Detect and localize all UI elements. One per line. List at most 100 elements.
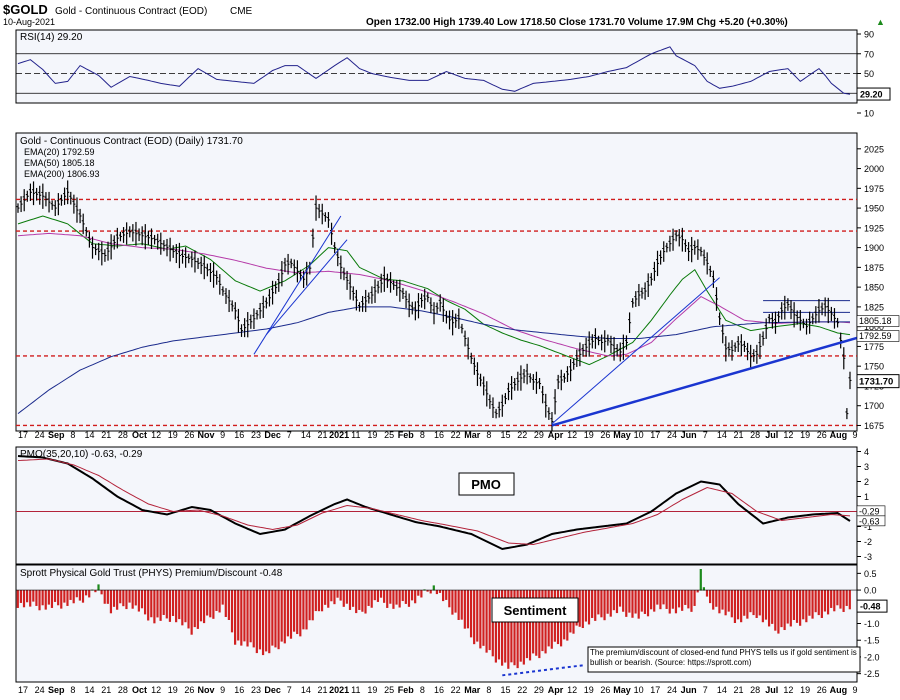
premium-bar: [584, 590, 588, 622]
price-tick-label: 1850: [864, 283, 884, 293]
premium-bar: [47, 590, 50, 605]
premium-bar: [159, 590, 162, 621]
x-tick-label: Feb: [398, 430, 415, 440]
premium-bar: [650, 590, 653, 610]
x-tick-label: 26: [817, 685, 827, 695]
x-tick-label: Jul: [765, 685, 778, 695]
premium-bar: [491, 590, 494, 657]
pmo-title: PMO(35,20,10) -0.63, -0.29: [20, 449, 143, 460]
premium-bar: [789, 590, 792, 627]
premium-bar: [805, 590, 808, 623]
premium-bar: [777, 590, 780, 634]
premium-bar: [401, 590, 404, 602]
x-tick-label: 8: [70, 430, 75, 440]
pmo-tick-label: -1: [864, 522, 872, 532]
premium-bar: [767, 590, 771, 627]
premium-bar: [143, 590, 147, 615]
x-tick-label: 22: [451, 685, 461, 695]
premium-bar: [814, 590, 817, 613]
premium-bar: [522, 590, 525, 665]
premium-bar: [457, 590, 460, 620]
premium-bar: [625, 590, 628, 617]
premium-bar: [215, 590, 218, 611]
premium-bar: [289, 590, 293, 639]
premium-bar: [504, 590, 507, 663]
x-tick-label: 21: [101, 685, 111, 695]
premium-bar: [221, 590, 224, 605]
phys-title: Sprott Physical Gold Trust (PHYS) Premiu…: [20, 568, 283, 579]
x-tick-label: 25: [384, 685, 394, 695]
premium-bar: [209, 590, 212, 618]
x-tick-label: 16: [434, 685, 444, 695]
premium-bar: [162, 590, 165, 615]
premium-bar: [755, 590, 758, 618]
phys-last-value-box: [856, 599, 888, 613]
premium-bar: [386, 590, 389, 608]
x-tick-label: 19: [584, 430, 594, 440]
premium-bar: [799, 590, 802, 626]
premium-bar: [833, 590, 836, 612]
x-tick-label: 8: [486, 430, 491, 440]
rsi-panel: [15, 29, 858, 104]
premium-bar: [615, 590, 619, 614]
premium-bar: [327, 590, 330, 608]
ema-value-box: [856, 330, 900, 342]
x-tick-label: 15: [501, 430, 511, 440]
x-tick-label: Dec: [264, 685, 281, 695]
x-tick-label: 29: [534, 430, 544, 440]
premium-bar: [389, 590, 392, 604]
premium-bar: [417, 590, 420, 596]
price-tick-label: 1675: [864, 421, 884, 431]
rsi-tick-label: 90: [864, 30, 874, 40]
premium-bar: [41, 590, 44, 606]
x-tick-label: Jun: [681, 685, 697, 695]
premium-bar: [684, 590, 687, 605]
premium-bar: [196, 590, 199, 629]
premium-bar: [671, 590, 674, 609]
x-tick-label: Jul: [765, 430, 778, 440]
premium-bar: [116, 590, 119, 610]
premium-bar: [75, 590, 78, 598]
premium-bar: [414, 590, 417, 604]
x-tick-label: 28: [118, 685, 128, 695]
premium-bar: [324, 590, 327, 605]
premium-bar: [432, 585, 435, 591]
premium-bar: [261, 590, 265, 656]
premium-bar: [721, 590, 724, 610]
premium-bar: [317, 590, 321, 612]
x-tick-label: 9: [852, 430, 857, 440]
x-tick-label: Dec: [264, 430, 281, 440]
premium-bar: [823, 590, 827, 612]
instrument-name: Gold - Continuous Contract (EOD): [55, 6, 207, 17]
premium-bar: [497, 590, 501, 660]
premium-bar: [802, 590, 805, 620]
x-tick-label: 14: [301, 430, 311, 440]
premium-bar: [746, 590, 749, 619]
premium-bar: [836, 590, 839, 606]
x-tick-label: 23: [251, 430, 261, 440]
premium-bar: [53, 590, 57, 602]
premium-bar: [538, 590, 541, 659]
x-tick-label: 21: [101, 430, 111, 440]
x-tick-label: 8: [420, 430, 425, 440]
premium-bar: [345, 590, 348, 604]
x-tick-label: Sep: [48, 430, 65, 440]
premium-bar: [677, 590, 681, 608]
premium-bar: [125, 590, 128, 610]
premium-bar: [730, 590, 733, 618]
premium-bar: [702, 587, 705, 591]
x-tick-label: Feb: [398, 685, 415, 695]
premium-bar: [758, 590, 761, 616]
premium-bar: [426, 590, 429, 592]
x-tick-label: 7: [287, 430, 292, 440]
premium-bar: [783, 590, 786, 631]
premium-bar: [230, 590, 234, 633]
premium-bar: [268, 590, 271, 654]
premium-bar: [258, 590, 262, 650]
premium-bar: [445, 590, 448, 600]
premium-bar: [842, 590, 845, 612]
premium-bar: [153, 590, 156, 624]
premium-bar: [57, 590, 60, 606]
x-tick-label: 28: [750, 685, 760, 695]
rsi-tick-label: 70: [864, 49, 874, 59]
